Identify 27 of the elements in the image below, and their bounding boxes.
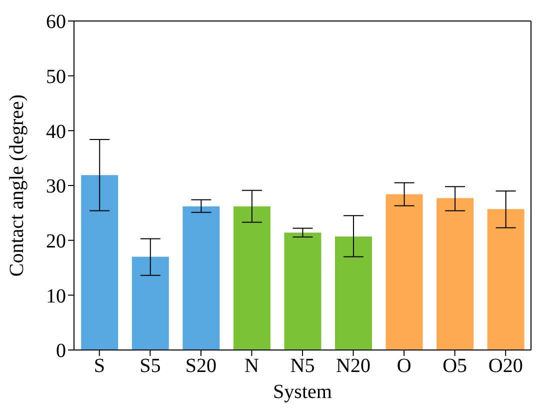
bar [487, 209, 524, 350]
bar [182, 206, 220, 350]
y-axis-title: Contact angle (degree) [6, 94, 28, 277]
bar [81, 175, 118, 350]
y-tick-label: 30 [46, 176, 66, 198]
y-tick-label: 20 [46, 230, 66, 252]
x-tick-label: S20 [185, 355, 217, 378]
bar [132, 256, 169, 350]
bar [386, 194, 423, 350]
x-tick-label: O [396, 355, 412, 378]
x-tick-label: S5 [140, 355, 161, 378]
x-tick-label: N [244, 355, 259, 378]
x-tick-label: O20 [488, 355, 523, 378]
y-tick-label: 0 [56, 340, 66, 362]
y-tick-label: 50 [46, 66, 66, 88]
bar [436, 198, 474, 350]
x-tick-label: O5 [442, 355, 468, 378]
x-tick-label: N20 [336, 355, 371, 378]
x-tick-label: S [94, 355, 105, 378]
bar [335, 236, 372, 350]
y-tick-label: 40 [46, 120, 66, 143]
x-tick-label: N5 [290, 355, 315, 378]
y-tick-label: 10 [46, 285, 66, 308]
bar [233, 206, 270, 350]
x-axis-title: System [273, 381, 332, 403]
bar [284, 232, 322, 350]
y-tick-label: 60 [46, 11, 66, 34]
